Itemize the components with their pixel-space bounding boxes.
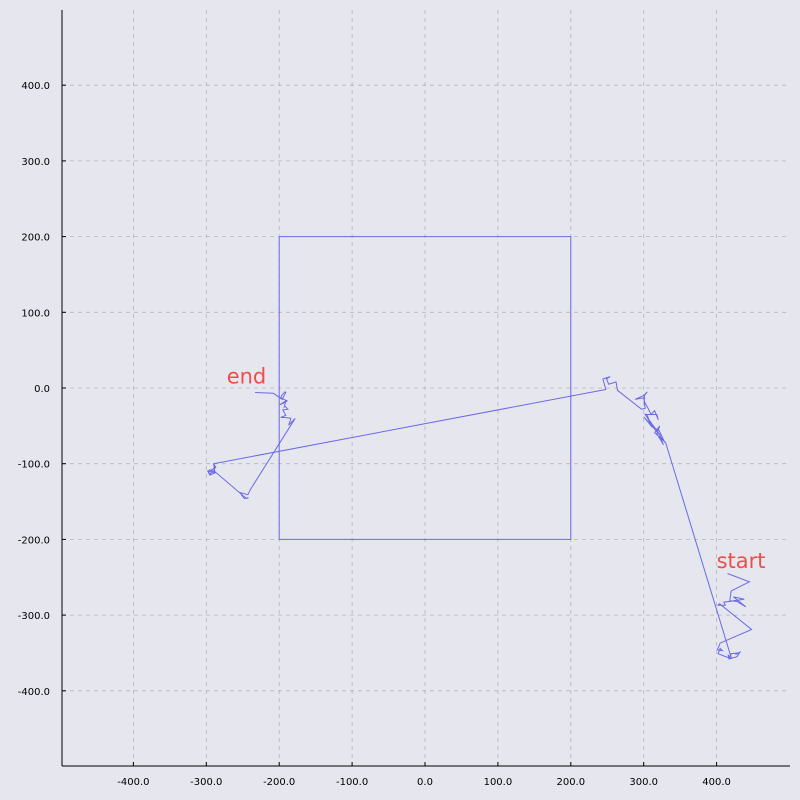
x-tick-label: 200.0 [556, 777, 585, 788]
y-tick-label: -100.0 [18, 460, 50, 471]
series-layer [206, 236, 753, 660]
x-tick-label: -100.0 [336, 777, 368, 788]
x-tick-label: 100.0 [484, 777, 513, 788]
x-tick-label: -200.0 [263, 777, 295, 788]
y-tick-label: 200.0 [21, 233, 50, 244]
y-tick-label: -300.0 [18, 611, 50, 622]
trajectory-line [206, 376, 753, 660]
x-tick-labels: -400.0 -300.0 -200.0 -100.0 0.0 100.0 200.0 300… [117, 762, 731, 788]
x-tick-label: -300.0 [190, 777, 222, 788]
y-tick-label: 100.0 [21, 308, 50, 319]
annotation-start: start [717, 549, 766, 573]
y-tick-label: 300.0 [21, 157, 50, 168]
grid [62, 10, 790, 766]
y-tick-label: -400.0 [18, 687, 50, 698]
x-tick-label: -400.0 [117, 777, 149, 788]
y-tick-labels: 400.0 300.0 200.0 100.0 0.0 -100.0 -200.0 -300.… [18, 81, 66, 698]
x-tick-label: 0.0 [417, 777, 433, 788]
x-tick-label: 300.0 [629, 777, 658, 788]
square-boundary-line [278, 236, 572, 540]
annotation-end: end [227, 364, 267, 388]
y-tick-label: 0.0 [34, 384, 50, 395]
y-tick-label: 400.0 [21, 81, 50, 92]
y-tick-label: -200.0 [18, 535, 50, 546]
annotations: start end [227, 364, 766, 573]
x-tick-label: 400.0 [702, 777, 731, 788]
